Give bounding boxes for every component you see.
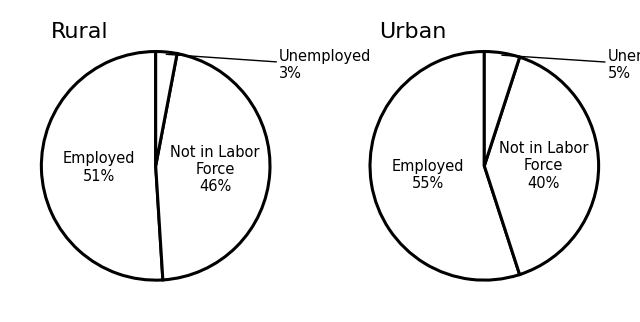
Wedge shape <box>484 57 598 275</box>
Text: Unemployed
3%: Unemployed 3% <box>166 49 371 81</box>
Text: Employed
55%: Employed 55% <box>392 158 464 191</box>
Text: Not in Labor
Force
46%: Not in Labor Force 46% <box>170 145 260 194</box>
Wedge shape <box>156 52 177 166</box>
Text: Not in Labor
Force
40%: Not in Labor Force 40% <box>499 141 589 191</box>
Wedge shape <box>156 53 270 280</box>
Wedge shape <box>370 52 520 280</box>
Wedge shape <box>42 52 163 280</box>
Text: Unemployed
5%: Unemployed 5% <box>502 49 640 81</box>
Text: Urban: Urban <box>379 22 447 43</box>
Text: Employed
51%: Employed 51% <box>62 151 135 184</box>
Text: Rural: Rural <box>51 22 108 43</box>
Wedge shape <box>484 52 520 166</box>
